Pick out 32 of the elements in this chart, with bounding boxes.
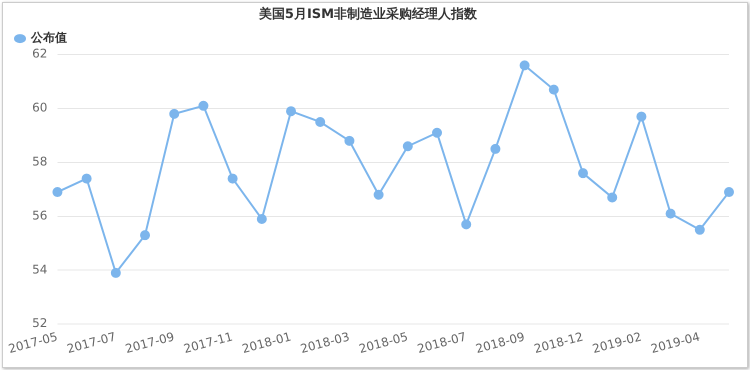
point <box>548 84 559 95</box>
point <box>52 187 62 198</box>
point <box>520 60 530 70</box>
point <box>490 144 500 154</box>
point <box>344 136 354 146</box>
point <box>140 230 150 240</box>
point <box>286 106 296 116</box>
point <box>724 187 734 198</box>
y-tick-label: 58 <box>32 154 48 169</box>
point <box>374 190 384 200</box>
point <box>82 174 92 184</box>
y-tick-label: 56 <box>32 208 48 222</box>
point <box>432 128 442 138</box>
point <box>110 268 121 278</box>
point <box>607 192 618 202</box>
point <box>578 168 588 178</box>
point <box>666 208 676 219</box>
point <box>169 108 180 119</box>
point <box>198 100 208 111</box>
point <box>315 116 326 127</box>
point <box>636 112 646 122</box>
y-tick-label: 52 <box>32 316 48 330</box>
legend-label: 公布值 <box>30 30 67 45</box>
y-tick-label: 62 <box>32 46 48 61</box>
point <box>402 141 413 152</box>
y-tick-label: 60 <box>32 100 48 115</box>
chart-title: 美国5月ISM非制造业采购经理人指数 <box>258 6 478 22</box>
point <box>228 174 238 184</box>
y-tick-label: 54 <box>32 262 48 276</box>
point <box>694 224 705 235</box>
point <box>461 219 472 230</box>
point <box>256 214 267 224</box>
